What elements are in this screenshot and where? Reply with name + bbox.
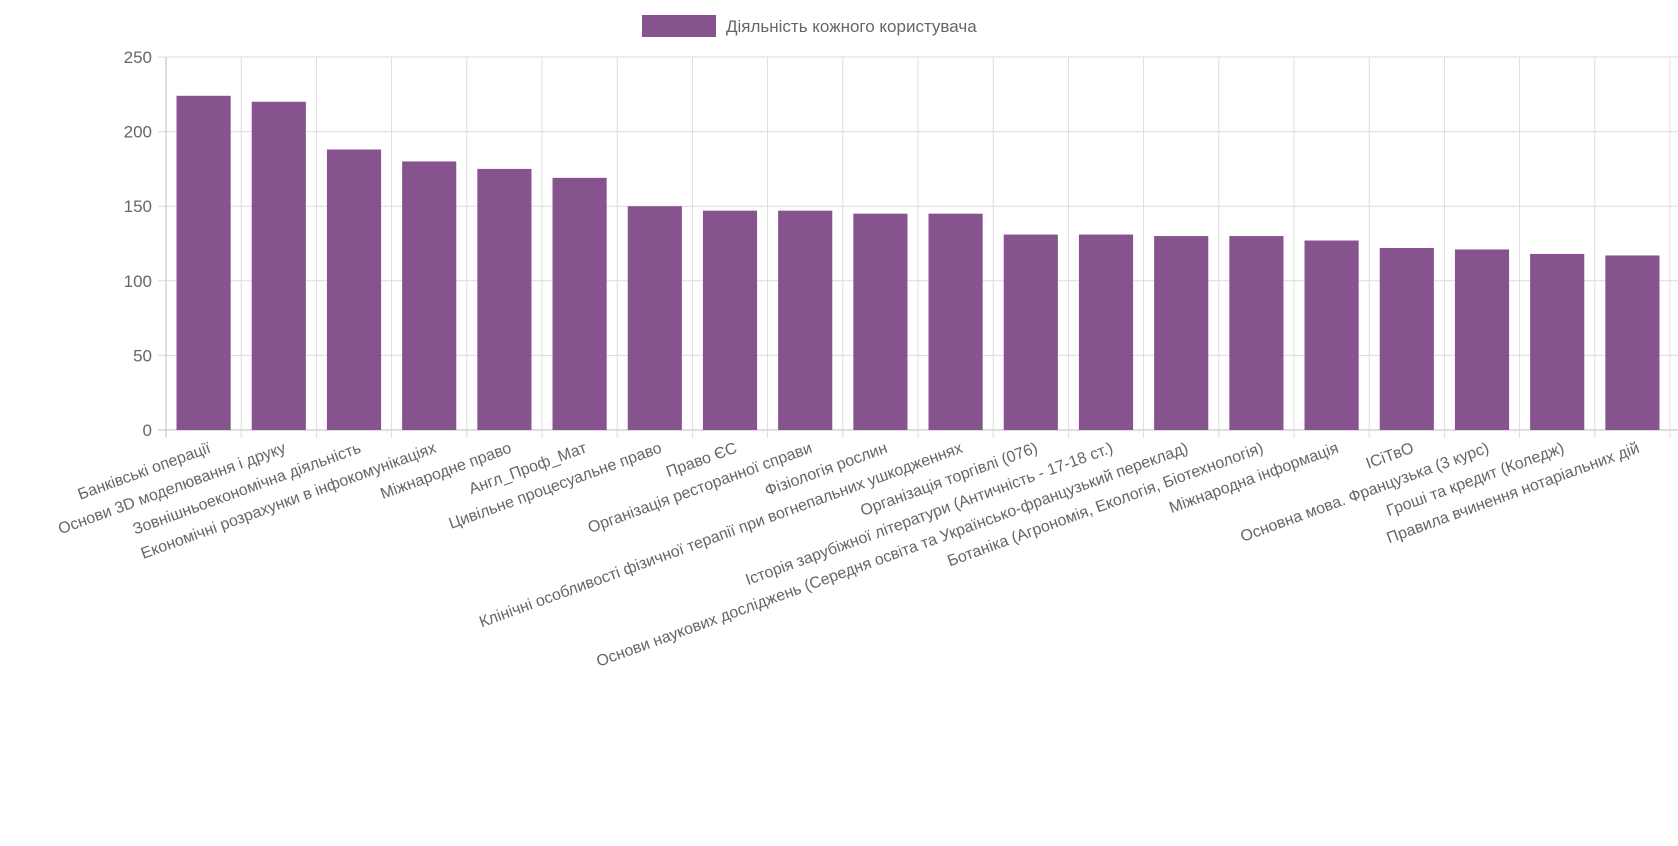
- bar[interactable]: [853, 213, 908, 430]
- bar[interactable]: [928, 213, 983, 430]
- bar[interactable]: [702, 210, 758, 430]
- legend-swatch: [642, 15, 716, 37]
- bar[interactable]: [402, 161, 457, 430]
- y-tick-label: 100: [124, 272, 152, 291]
- bar[interactable]: [477, 168, 532, 430]
- bar[interactable]: [1078, 234, 1134, 430]
- y-tick-label: 150: [124, 197, 152, 216]
- y-tick-label: 200: [124, 123, 152, 142]
- y-tick-label: 50: [133, 346, 152, 365]
- bar[interactable]: [1154, 236, 1209, 430]
- bar[interactable]: [778, 210, 833, 430]
- bar[interactable]: [1304, 240, 1359, 430]
- legend-label: Діяльність кожного користувача: [726, 17, 977, 36]
- y-axis-ticks: 0 50 100 150 200 250: [124, 48, 152, 440]
- y-tick-label: 0: [143, 421, 152, 440]
- bar[interactable]: [1454, 249, 1510, 430]
- bar[interactable]: [1530, 253, 1585, 430]
- bar[interactable]: [1003, 234, 1058, 430]
- legend[interactable]: Діяльність кожного користувача: [642, 15, 977, 37]
- bar[interactable]: [1379, 247, 1434, 430]
- grid: [158, 56, 1678, 438]
- bar[interactable]: [176, 95, 231, 431]
- x-tick-label: Міжнародне право: [378, 440, 514, 503]
- bar[interactable]: [627, 206, 682, 430]
- bar[interactable]: [1229, 236, 1284, 430]
- bar[interactable]: [326, 149, 382, 430]
- bar[interactable]: [552, 177, 607, 430]
- bar[interactable]: [251, 101, 306, 430]
- bar[interactable]: [1605, 255, 1660, 430]
- bars: [176, 95, 1660, 431]
- y-tick-label: 250: [124, 48, 152, 67]
